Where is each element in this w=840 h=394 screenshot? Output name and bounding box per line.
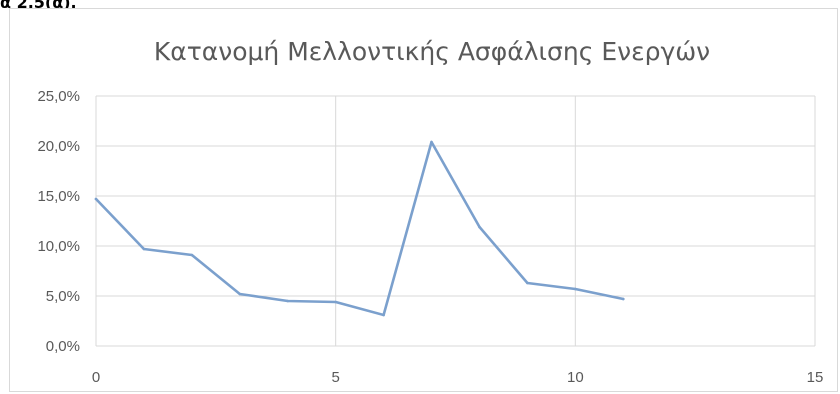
data-point (334, 300, 337, 304)
y-tick-label: 0,0% (46, 338, 80, 355)
data-point (526, 281, 529, 285)
data-point (190, 253, 194, 257)
x-tick-label: 10 (567, 369, 584, 386)
y-tick-label: 20,0% (37, 138, 80, 155)
y-tick-label: 15,0% (37, 188, 80, 205)
data-point (478, 225, 481, 229)
gridlines (96, 95, 816, 346)
series-line (94, 140, 625, 317)
y-tick-label: 25,0% (37, 88, 80, 105)
data-point (238, 292, 242, 296)
data-point (621, 297, 625, 301)
axes (95, 96, 815, 347)
data-point (142, 247, 146, 251)
data-point (382, 313, 385, 317)
data-point (574, 287, 577, 291)
chart-area (9, 8, 838, 392)
chart-title: Κατανομή Μελλοντικής Ασφάλισης Ενεργών (154, 37, 710, 66)
data-point (94, 197, 98, 201)
series-layer (94, 140, 625, 317)
data-point (286, 299, 290, 303)
x-tick-label: 0 (92, 369, 100, 386)
y-tick-label: 5,0% (46, 288, 80, 305)
x-tick-label: 5 (331, 369, 339, 386)
data-point (430, 140, 433, 144)
y-tick-label: 10,0% (37, 238, 80, 255)
x-tick-label: 15 (807, 369, 824, 386)
tick-labels: 0,0% 5,0% 10,0% 15,0% 20,0% 25,0% 0 5 10 15 (37, 88, 823, 386)
